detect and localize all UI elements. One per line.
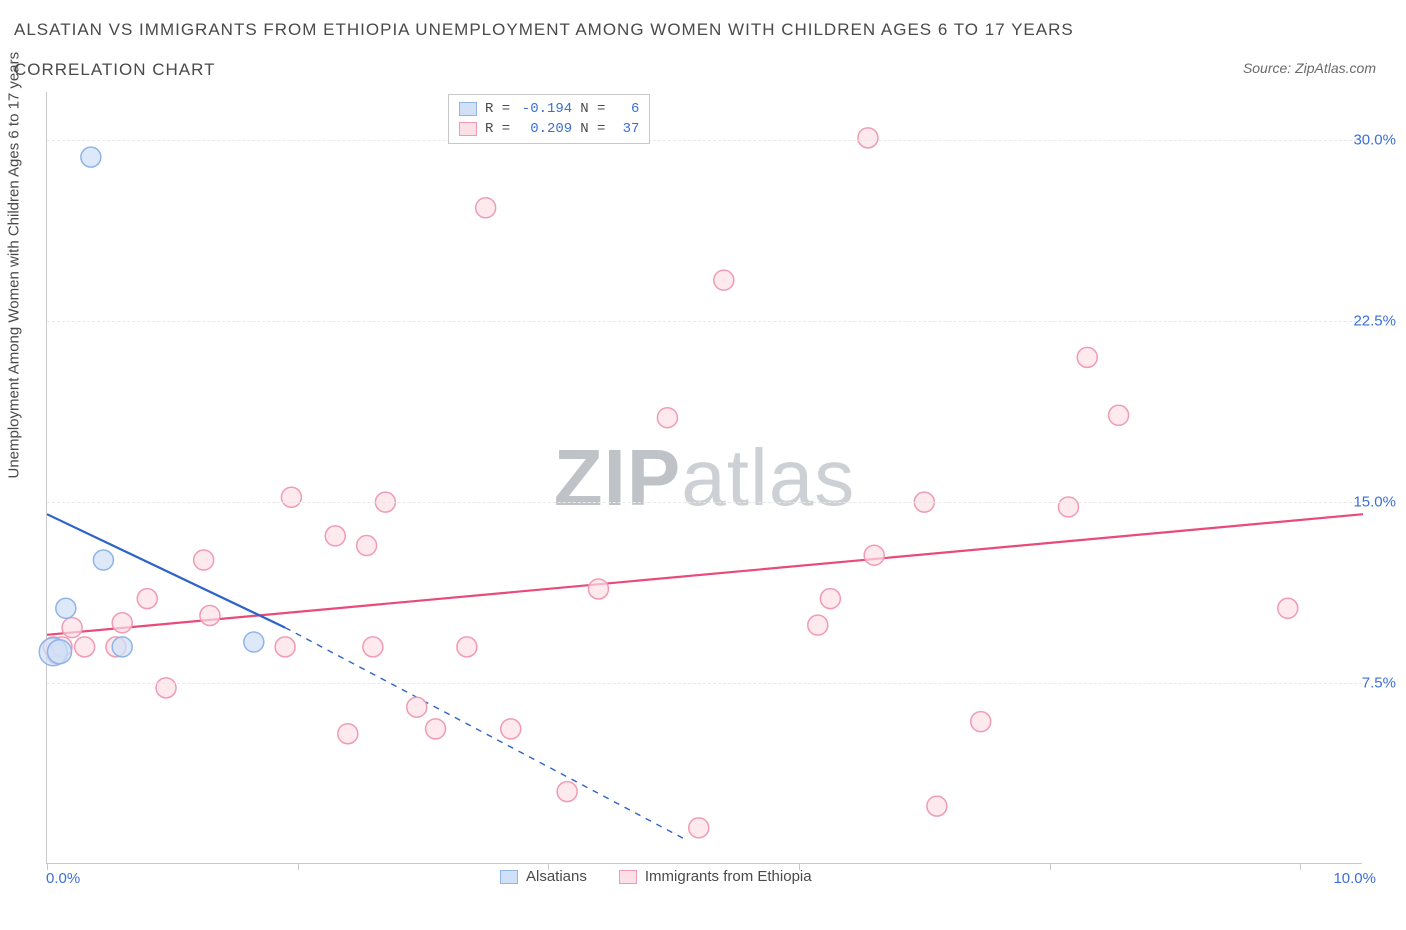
data-point-ethiopia — [112, 613, 132, 633]
x-tick — [1050, 863, 1051, 870]
x-tick — [1300, 863, 1301, 870]
data-point-ethiopia — [426, 719, 446, 739]
data-point-ethiopia — [1109, 405, 1129, 425]
data-point-ethiopia — [325, 526, 345, 546]
data-point-ethiopia — [194, 550, 214, 570]
data-point-alsatians — [112, 637, 132, 657]
data-point-alsatians — [81, 147, 101, 167]
data-point-ethiopia — [281, 487, 301, 507]
y-tick-label: 22.5% — [1353, 313, 1396, 330]
correlation-legend: R = -0.194 N = 6 R = 0.209 N = 37 — [448, 94, 650, 144]
y-tick-label: 30.0% — [1353, 132, 1396, 149]
n-label: N = — [580, 101, 605, 117]
data-point-ethiopia — [338, 724, 358, 744]
data-point-alsatians — [56, 598, 76, 618]
data-point-ethiopia — [407, 697, 427, 717]
data-point-ethiopia — [156, 678, 176, 698]
data-point-ethiopia — [137, 589, 157, 609]
data-point-ethiopia — [689, 818, 709, 838]
series-legend: Alsatians Immigrants from Ethiopia — [500, 868, 812, 885]
r-value-ethiopia: 0.209 — [518, 121, 572, 137]
chart-title-main: ALSATIAN VS IMMIGRANTS FROM ETHIOPIA UNE… — [14, 20, 1074, 40]
trend-line — [47, 514, 1363, 635]
trend-line — [47, 514, 285, 627]
data-point-ethiopia — [1077, 347, 1097, 367]
gridline — [47, 140, 1362, 141]
plot-area: ZIPatlas — [46, 92, 1362, 864]
data-point-ethiopia — [927, 796, 947, 816]
r-label: R = — [485, 121, 510, 137]
data-point-ethiopia — [457, 637, 477, 657]
y-tick-label: 7.5% — [1362, 675, 1396, 692]
data-point-ethiopia — [657, 408, 677, 428]
data-point-ethiopia — [75, 637, 95, 657]
data-point-ethiopia — [864, 545, 884, 565]
gridline — [47, 683, 1362, 684]
gridline — [47, 321, 1362, 322]
data-point-ethiopia — [501, 719, 521, 739]
r-label: R = — [485, 101, 510, 117]
gridline — [47, 502, 1362, 503]
y-tick-label: 15.0% — [1353, 494, 1396, 511]
x-tick — [47, 863, 48, 870]
data-point-ethiopia — [476, 198, 496, 218]
data-point-alsatians — [48, 640, 72, 664]
chart-title-sub: CORRELATION CHART — [14, 60, 216, 80]
data-point-alsatians — [244, 632, 264, 652]
n-value-ethiopia: 37 — [613, 121, 639, 137]
swatch-ethiopia-icon — [619, 870, 637, 884]
legend-item-ethiopia: Immigrants from Ethiopia — [619, 868, 812, 885]
data-point-ethiopia — [363, 637, 383, 657]
data-point-alsatians — [93, 550, 113, 570]
legend-label-alsatians: Alsatians — [526, 868, 587, 885]
data-point-ethiopia — [858, 128, 878, 148]
x-tick — [298, 863, 299, 870]
data-point-ethiopia — [200, 606, 220, 626]
data-point-ethiopia — [557, 782, 577, 802]
legend-item-alsatians: Alsatians — [500, 868, 587, 885]
data-point-ethiopia — [357, 536, 377, 556]
correlation-row-ethiopia: R = 0.209 N = 37 — [459, 119, 639, 139]
correlation-row-alsatians: R = -0.194 N = 6 — [459, 99, 639, 119]
y-axis-label: Unemployment Among Women with Children A… — [6, 52, 23, 479]
n-label: N = — [580, 121, 605, 137]
data-point-ethiopia — [275, 637, 295, 657]
data-point-ethiopia — [62, 618, 82, 638]
n-value-alsatians: 6 — [613, 101, 639, 117]
source-attribution: Source: ZipAtlas.com — [1243, 60, 1376, 76]
x-tick-label-last: 10.0% — [1333, 870, 1376, 887]
swatch-ethiopia-icon — [459, 122, 477, 136]
data-point-ethiopia — [1278, 598, 1298, 618]
data-point-ethiopia — [820, 589, 840, 609]
legend-label-ethiopia: Immigrants from Ethiopia — [645, 868, 812, 885]
data-point-ethiopia — [971, 712, 991, 732]
r-value-alsatians: -0.194 — [518, 101, 572, 117]
data-point-ethiopia — [588, 579, 608, 599]
swatch-alsatians-icon — [459, 102, 477, 116]
chart-svg — [47, 92, 1362, 863]
x-tick-label-first: 0.0% — [46, 870, 80, 887]
swatch-alsatians-icon — [500, 870, 518, 884]
data-point-ethiopia — [1058, 497, 1078, 517]
data-point-ethiopia — [714, 270, 734, 290]
data-point-ethiopia — [808, 615, 828, 635]
